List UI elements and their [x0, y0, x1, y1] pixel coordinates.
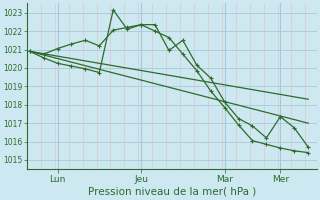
X-axis label: Pression niveau de la mer( hPa ): Pression niveau de la mer( hPa )	[88, 187, 256, 197]
